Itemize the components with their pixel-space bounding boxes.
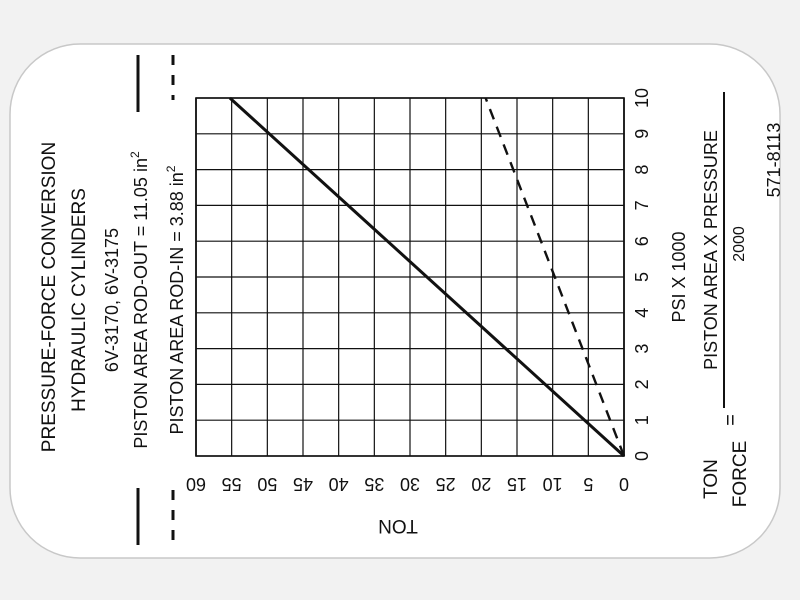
decal-title-line1: PRESSURE-FORCE CONVERSION (39, 142, 60, 452)
legend-rod-in: PISTON AREA ROD-IN = 3.88 in2 (164, 55, 187, 545)
legend-rod-in-text: PISTON AREA ROD-IN = 3.88 in2 (164, 165, 187, 434)
legend-rod-out-text: PISTON AREA ROD-OUT = 11.05 in2 (128, 151, 151, 449)
psi-tick-8: 8 (632, 165, 652, 175)
chart-series (228, 96, 626, 458)
ton-tick-10: 10 (543, 474, 563, 494)
plot-frame (195, 97, 625, 457)
formula-denominator: 2000 (731, 226, 748, 262)
psi-tick-3: 3 (632, 344, 652, 354)
series-line-solid (228, 96, 626, 458)
legend-rod-out: PISTON AREA ROD-OUT = 11.05 in2 (128, 55, 151, 545)
ton-tick-20: 20 (471, 474, 491, 494)
decal-models: 6V-3170, 6V-3175 (102, 228, 122, 372)
decal-card (9, 43, 781, 559)
psi-tick-1: 1 (632, 415, 652, 425)
formula-equals: = (720, 414, 742, 426)
ton-tick-30: 30 (400, 474, 420, 494)
formula-force: FORCE (730, 441, 751, 508)
ton-tick-0: 0 (619, 474, 629, 494)
chart-grid (195, 97, 625, 457)
psi-tick-5: 5 (632, 272, 652, 282)
ton-tick-35: 35 (364, 474, 384, 494)
formula-block: TON FORCE = PISTON AREA X PRESSURE 2000 (701, 92, 751, 507)
psi-tick-labels: 0 1 2 3 4 5 6 7 8 9 10 (632, 88, 652, 461)
psi-tick-10: 10 (632, 88, 652, 108)
ton-tick-45: 45 (293, 474, 313, 494)
ton-tick-60: 60 (186, 474, 206, 494)
psi-tick-4: 4 (632, 308, 652, 318)
ton-tick-25: 25 (436, 474, 456, 494)
psi-tick-7: 7 (632, 200, 652, 210)
psi-tick-2: 2 (632, 379, 652, 389)
psi-tick-0: 0 (632, 451, 652, 461)
formula-numerator: PISTON AREA X PRESSURE (701, 130, 721, 370)
ton-tick-labels: 0 5 10 15 20 25 30 35 40 45 50 55 60 (186, 474, 629, 494)
decal-title-line2: HYDRAULIC CYLINDERS (69, 188, 90, 412)
ton-tick-55: 55 (222, 474, 242, 494)
part-number: 571-8113 (764, 123, 784, 198)
series-line-dashed (484, 97, 626, 457)
psi-tick-9: 9 (632, 129, 652, 139)
formula-ton: TON (701, 459, 722, 499)
psi-tick-6: 6 (632, 236, 652, 246)
x-axis-label: TON (378, 515, 418, 536)
ton-tick-5: 5 (583, 474, 593, 494)
ton-tick-15: 15 (507, 474, 527, 494)
ton-tick-40: 40 (329, 474, 349, 494)
ton-tick-50: 50 (257, 474, 277, 494)
y-axis-label: PSI X 1000 (669, 231, 689, 322)
